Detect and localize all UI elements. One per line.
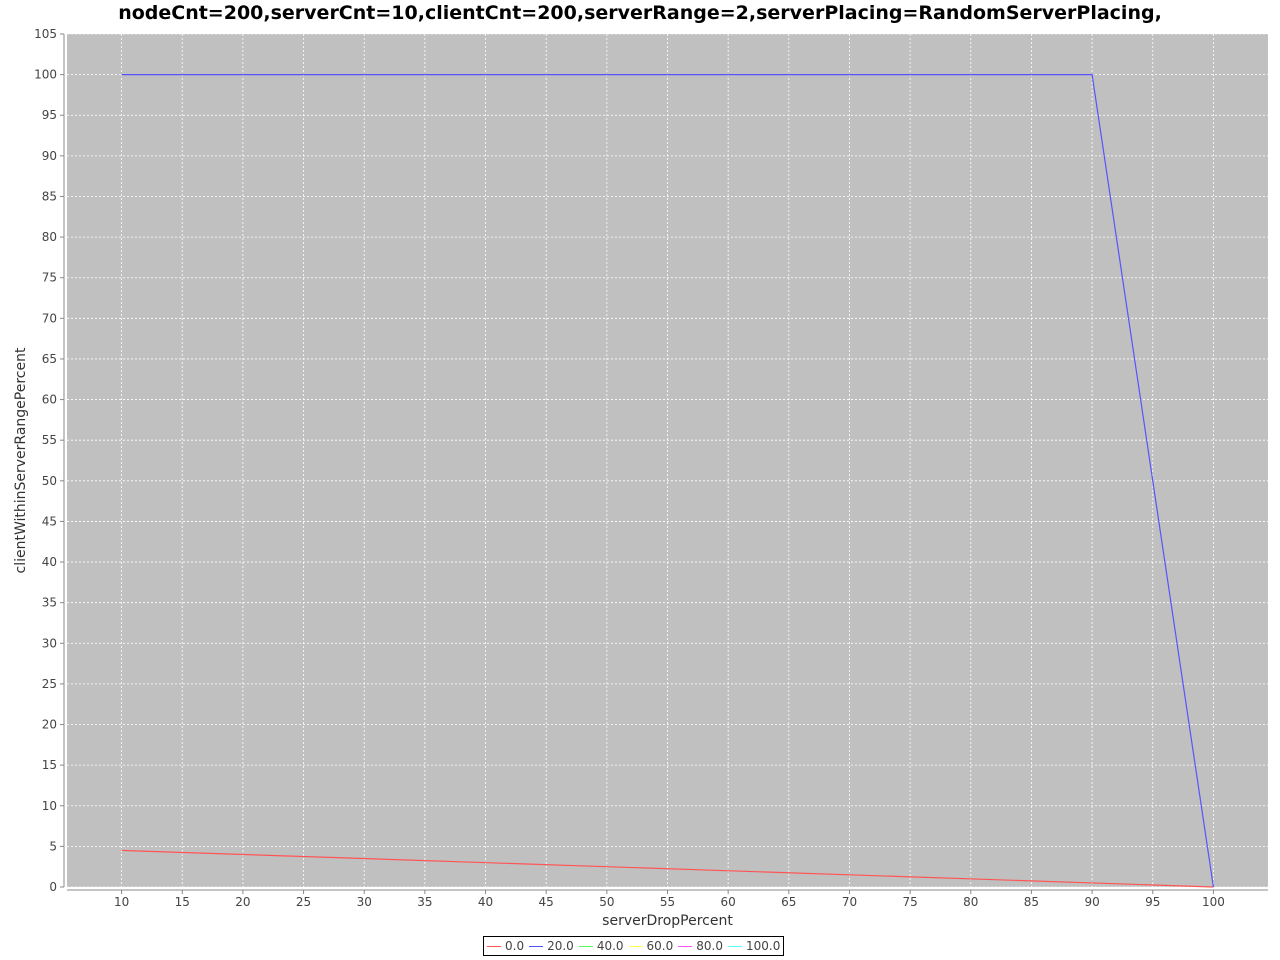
legend-label: 100.0 xyxy=(745,939,781,953)
x-tick-label: 60 xyxy=(721,895,736,909)
x-tick-label: 50 xyxy=(599,895,614,909)
series-line-0-0 xyxy=(121,849,1214,888)
plot-area xyxy=(67,34,1268,887)
x-tick-label: 20 xyxy=(235,895,250,909)
x-tick-label: 55 xyxy=(660,895,675,909)
y-tick-label: 55 xyxy=(42,433,57,447)
y-tick-label: 95 xyxy=(42,108,57,122)
x-axis-label: serverDropPercent xyxy=(602,913,733,929)
legend-swatch xyxy=(578,945,593,947)
legend-label: 40.0 xyxy=(596,939,624,953)
x-tick-label: 75 xyxy=(902,895,917,909)
y-tick-label: 20 xyxy=(42,718,57,732)
x-tick-label: 35 xyxy=(417,895,432,909)
legend-swatch xyxy=(529,945,544,947)
legend-label: 20.0 xyxy=(547,939,574,953)
x-tick-label: 100 xyxy=(1202,895,1225,909)
x-tick-label: 95 xyxy=(1145,895,1160,909)
x-tick-label: 30 xyxy=(357,895,372,909)
legend-label: 0.0 xyxy=(505,939,525,953)
y-tick-label: 80 xyxy=(42,230,57,244)
y-tick-label: 85 xyxy=(42,189,57,203)
legend-item: 0.0 xyxy=(487,939,524,953)
chart-title: nodeCnt=200,serverCnt=10,clientCnt=200,s… xyxy=(118,2,1162,24)
legend-item: 100.0 xyxy=(727,939,781,953)
legend-swatch xyxy=(727,945,742,947)
y-tick-label: 65 xyxy=(42,352,57,366)
x-tick-label: 80 xyxy=(963,895,978,909)
legend-item: 40.0 xyxy=(578,939,624,953)
x-tick-label: 15 xyxy=(175,895,190,909)
x-tick-label: 45 xyxy=(539,895,554,909)
legend-label: 80.0 xyxy=(696,939,723,953)
legend-swatch xyxy=(487,945,501,947)
series-lines xyxy=(121,74,1215,888)
x-tick-label: 85 xyxy=(1024,895,1039,909)
legend-item: 60.0 xyxy=(628,939,674,953)
y-tick-label: 70 xyxy=(42,311,57,325)
y-axis-label: clientWithinServerRangePercent xyxy=(13,347,29,573)
y-tick-label: 30 xyxy=(42,636,57,650)
y-tick-label: 35 xyxy=(42,596,57,610)
y-tick-label: 15 xyxy=(42,758,57,772)
y-tick-label: 40 xyxy=(42,555,57,569)
x-tick-label: 25 xyxy=(296,895,311,909)
y-tick-label: 10 xyxy=(42,799,57,813)
x-tick-label: 40 xyxy=(478,895,493,909)
axes: 10 15 20 25 30 35 40 45 50 55 60 65 70 75 80 85 90 95 100 0… xyxy=(34,27,1268,909)
y-tick-label: 75 xyxy=(42,271,57,285)
legend-item: 20.0 xyxy=(529,939,574,953)
legend-item: 80.0 xyxy=(678,939,723,953)
y-tick-label: 25 xyxy=(42,677,57,691)
legend-swatch xyxy=(628,945,643,947)
x-tick-label: 90 xyxy=(1084,895,1099,909)
legend: 0.0 20.0 40.0 60.0 80.0 100.0 xyxy=(483,936,785,956)
y-tick-label: 90 xyxy=(42,149,57,163)
y-tick-label: 100 xyxy=(34,68,57,82)
legend-swatch xyxy=(678,945,693,947)
x-tick-label: 65 xyxy=(781,895,796,909)
x-tick-label: 70 xyxy=(842,895,857,909)
x-tick-label: 10 xyxy=(114,895,129,909)
legend-label: 60.0 xyxy=(646,939,674,953)
y-tick-label: 0 xyxy=(49,880,57,894)
grid-lines xyxy=(67,33,1268,888)
y-tick-label: 50 xyxy=(42,474,57,488)
y-tick-label: 105 xyxy=(34,27,57,41)
series-line-20-0 xyxy=(121,74,1215,888)
y-tick-label: 60 xyxy=(42,393,57,407)
y-tick-label: 5 xyxy=(49,839,57,853)
y-tick-label: 45 xyxy=(42,514,57,528)
